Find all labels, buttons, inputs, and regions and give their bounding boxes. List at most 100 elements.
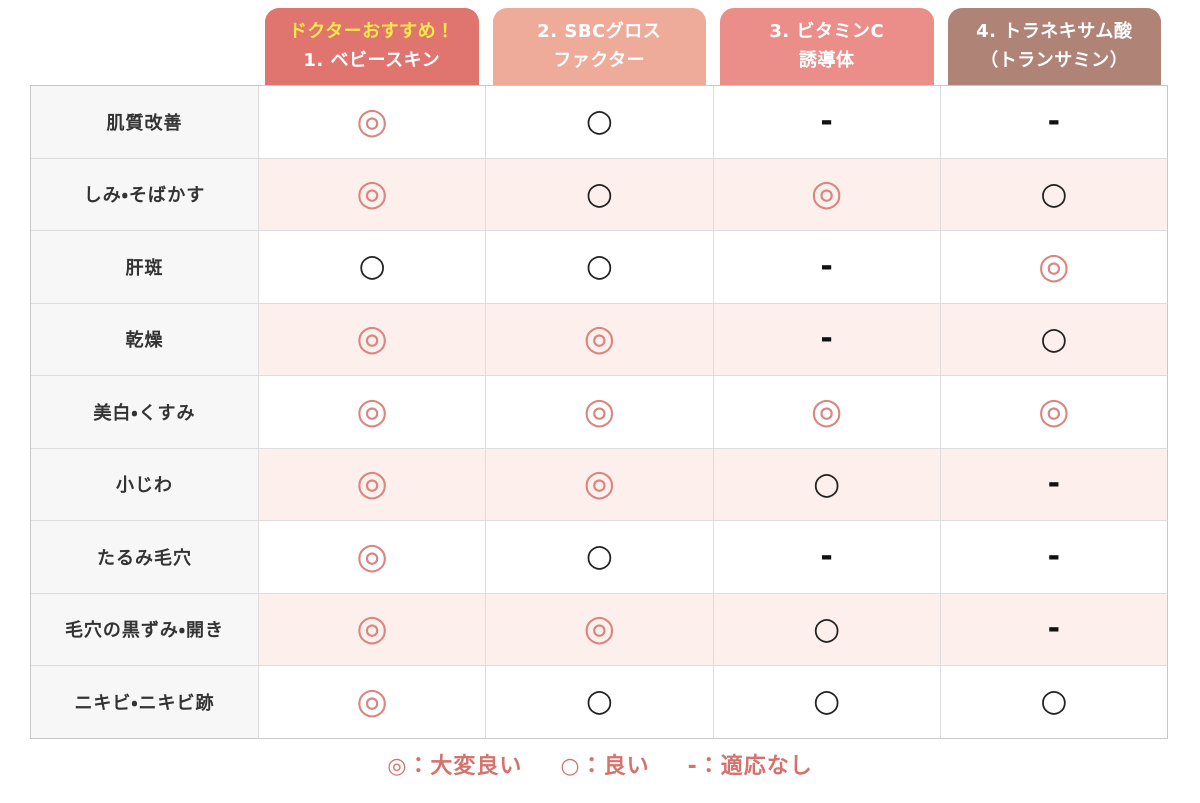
row-label: 毛穴の黒ずみ・開き: [31, 593, 259, 666]
column-header-vitamin-c: 3. ビタミンC 誘導体: [720, 8, 934, 85]
rating-cell: -: [713, 521, 941, 594]
rating-symbol: ○: [585, 683, 613, 720]
rating-symbol: ◎: [356, 390, 388, 432]
rating-symbol: -: [820, 248, 833, 284]
row-label: 小じわ: [31, 448, 259, 521]
table-body: 肌質改善 ◎ ○ - - しみ・そばかす ◎ ○ ◎ ○ 肝斑 ○ ○ - ◎: [30, 85, 1168, 739]
rating-cell: ○: [940, 303, 1168, 376]
treatment-comparison-table: ドクターおすすめ！ 1. ベビースキン 2. SBCグロス ファクター 3. ビ…: [30, 8, 1168, 739]
rating-cell: ◎: [486, 593, 714, 666]
rating-symbol: ◎: [583, 608, 616, 650]
rating-cell: -: [713, 231, 941, 304]
rating-symbol: ○: [813, 465, 841, 502]
rating-cell: ◎: [713, 376, 941, 449]
rating-symbol: ○: [1040, 175, 1068, 212]
table-row: 肝斑 ○ ○ - ◎: [31, 231, 1168, 304]
rating-cell: ◎: [486, 448, 714, 521]
column-title: 3. ビタミンC: [769, 20, 885, 42]
rating-symbol: -: [1047, 538, 1061, 574]
rating-symbol: ○: [585, 538, 613, 575]
rating-symbol: ◎: [356, 173, 388, 215]
rating-cell: ○: [713, 593, 941, 666]
column-title: （トランサミン）: [980, 49, 1129, 71]
rating-symbol: ◎: [583, 463, 616, 505]
rating-symbol: ◎: [356, 318, 388, 360]
rating-symbol: ○: [585, 175, 613, 212]
column-title: ファクター: [553, 49, 646, 71]
column-header-babyskin: ドクターおすすめ！ 1. ベビースキン: [265, 8, 479, 85]
rating-cell: ◎: [259, 448, 487, 521]
rating-cell: ◎: [940, 376, 1168, 449]
rating-cell: ◎: [259, 86, 487, 159]
rating-cell: ○: [486, 158, 714, 231]
rating-cell: -: [713, 303, 941, 376]
rating-symbol: ○: [1040, 683, 1068, 720]
rating-cell: ○: [486, 231, 714, 304]
rating-cell: ○: [486, 521, 714, 594]
rating-symbol: ○: [358, 248, 386, 285]
rating-symbol: ◎: [356, 463, 388, 505]
rating-cell: ◎: [486, 376, 714, 449]
rating-cell: ◎: [259, 666, 487, 739]
column-title: 4. トラネキサム酸: [976, 20, 1133, 42]
rating-symbol: -: [1047, 611, 1061, 647]
rating-cell: ○: [259, 231, 487, 304]
rating-symbol: ◎: [583, 318, 616, 360]
table-row: 美白・くすみ ◎ ◎ ◎ ◎: [31, 376, 1168, 449]
rating-symbol: -: [820, 103, 833, 139]
rating-cell: ◎: [259, 593, 487, 666]
rating-cell: ○: [486, 666, 714, 739]
rating-symbol: ◎: [1038, 245, 1070, 287]
column-header-sbc-growth-factor: 2. SBCグロス ファクター: [492, 8, 706, 85]
row-label: 肝斑: [31, 231, 259, 304]
rating-symbol: ◎: [356, 680, 388, 722]
rating-cell: ○: [713, 666, 941, 739]
rating-symbol: ○: [813, 610, 841, 647]
rating-symbol: ◎: [810, 173, 843, 215]
table-header-row: ドクターおすすめ！ 1. ベビースキン 2. SBCグロス ファクター 3. ビ…: [30, 8, 1168, 85]
rating-cell: ◎: [259, 158, 487, 231]
rating-cell: ○: [486, 86, 714, 159]
row-label: 美白・くすみ: [31, 376, 259, 449]
legend-item-circle: ○：良い: [560, 754, 650, 779]
rating-cell: ◎: [713, 158, 941, 231]
column-title: 誘導体: [799, 49, 855, 71]
legend: ◎：大変良い ○：良い -：適応なし: [0, 748, 1200, 780]
column-header-tranexamic-acid: 4. トラネキサム酸 （トランサミン）: [947, 8, 1161, 85]
legend-item-double-circle: ◎：大変良い: [387, 754, 523, 779]
rating-cell: ◎: [259, 303, 487, 376]
rating-symbol: ○: [813, 683, 841, 720]
rating-symbol: -: [820, 321, 833, 357]
row-label: たるみ毛穴: [31, 521, 259, 594]
column-title: 2. SBCグロス: [537, 20, 662, 42]
row-label: 肌質改善: [31, 86, 259, 159]
row-label: 乾燥: [31, 303, 259, 376]
rating-cell: ○: [940, 666, 1168, 739]
row-label: ニキビ・ニキビ跡: [31, 666, 259, 739]
rating-cell: -: [940, 593, 1168, 666]
rating-cell: ○: [713, 448, 941, 521]
table-row: たるみ毛穴 ◎ ○ - -: [31, 521, 1168, 594]
rating-symbol: ◎: [810, 390, 843, 432]
rating-symbol: ◎: [356, 608, 388, 650]
rating-cell: -: [940, 86, 1168, 159]
table-row: 乾燥 ◎ ◎ - ○: [31, 303, 1168, 376]
rating-cell: ◎: [940, 231, 1168, 304]
rating-symbol: ○: [585, 248, 613, 285]
rating-cell: -: [713, 86, 941, 159]
rating-symbol: -: [1047, 466, 1061, 502]
rating-cell: ○: [940, 158, 1168, 231]
rating-cell: ◎: [259, 521, 487, 594]
doctor-recommend-badge: ドクターおすすめ！: [288, 20, 455, 42]
table-row: 小じわ ◎ ◎ ○ -: [31, 448, 1168, 521]
rating-symbol: ◎: [356, 100, 388, 142]
column-title: 1. ベビースキン: [303, 49, 441, 71]
rating-symbol: ◎: [356, 535, 388, 577]
table-row: ニキビ・ニキビ跡 ◎ ○ ○ ○: [31, 666, 1168, 739]
rating-symbol: ◎: [1038, 390, 1070, 432]
rating-cell: ◎: [486, 303, 714, 376]
rating-symbol: ○: [1040, 320, 1068, 357]
rating-symbol: ◎: [583, 390, 616, 432]
table-row: しみ・そばかす ◎ ○ ◎ ○: [31, 158, 1168, 231]
